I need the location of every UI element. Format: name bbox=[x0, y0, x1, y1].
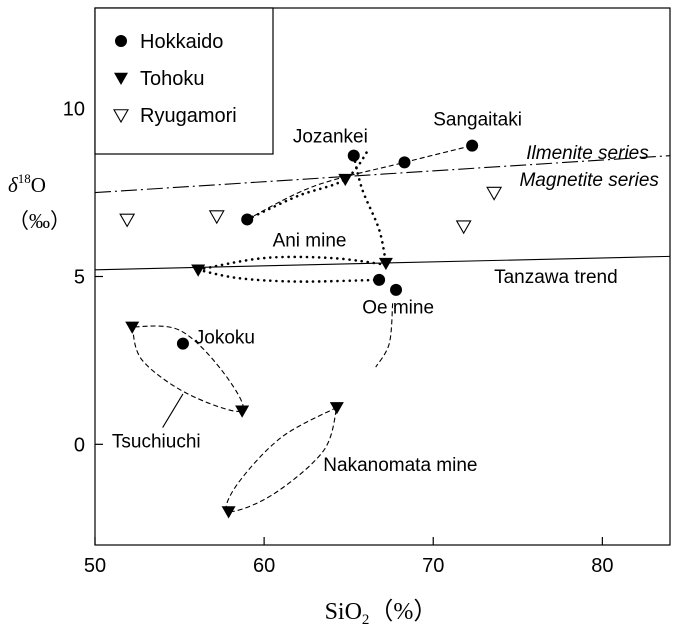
point-tohoku bbox=[125, 321, 140, 334]
legend-label-hokkaido: Hokkaido bbox=[140, 31, 223, 53]
point-tohoku bbox=[235, 405, 250, 418]
leader-line bbox=[162, 393, 184, 428]
dashed-curve bbox=[246, 145, 473, 220]
point-ryugamori bbox=[208, 210, 225, 225]
dashed-curve bbox=[225, 406, 338, 513]
x-tick-label: 70 bbox=[422, 555, 444, 577]
legend-marker-tohoku bbox=[114, 72, 128, 85]
dashed-curve bbox=[375, 303, 394, 368]
point-hokkaido bbox=[241, 213, 254, 226]
annotation-jokoku: Jokoku bbox=[195, 328, 255, 349]
axes-layer: 50 60 70 80 0 5 10 bbox=[63, 99, 614, 577]
annotation-jozankei: Jozankei bbox=[293, 126, 368, 147]
point-ryugamori bbox=[119, 213, 136, 228]
dotted-curve bbox=[196, 268, 381, 283]
annotation-nakanomata-mine: Nakanomata mine bbox=[323, 455, 477, 476]
x-axis-label: SiO2（%） bbox=[325, 599, 438, 628]
dashed-curve bbox=[131, 325, 244, 413]
point-hokkaido bbox=[390, 283, 403, 296]
x-tick-label: 50 bbox=[84, 555, 106, 577]
y-axis-label: δ18O bbox=[8, 171, 46, 197]
annotation-sangaitaki: Sangaitaki bbox=[433, 109, 522, 130]
annotation-oe-mine: Oe mine bbox=[362, 297, 434, 318]
point-hokkaido bbox=[373, 273, 386, 286]
reference-lines-layer bbox=[94, 155, 671, 428]
y-tick-label: 0 bbox=[74, 434, 85, 456]
dotted-curve bbox=[245, 147, 371, 221]
point-hokkaido bbox=[347, 149, 360, 162]
reference-line-ilmenite-series bbox=[94, 155, 671, 194]
curves-layer bbox=[131, 145, 473, 513]
annotations-layer: Sangaitaki Jozankei Ilmenite series Magneti… bbox=[112, 109, 659, 476]
point-tohoku bbox=[338, 173, 353, 187]
dotted-curve bbox=[352, 154, 388, 265]
point-tohoku bbox=[191, 264, 206, 277]
markers-layer bbox=[119, 139, 503, 519]
x-tick-label: 60 bbox=[253, 555, 275, 577]
legend: Hokkaido Tohoku Ryugamori bbox=[94, 7, 274, 155]
point-ryugamori bbox=[455, 220, 472, 235]
y-tick-label: 5 bbox=[74, 267, 85, 289]
point-hokkaido bbox=[398, 156, 411, 169]
point-hokkaido bbox=[176, 337, 189, 350]
point-tohoku bbox=[221, 506, 236, 519]
annotation-tanzawa-trend: Tanzawa trend bbox=[494, 267, 618, 288]
legend-label-tohoku: Tohoku bbox=[140, 68, 205, 90]
annotation-ilmenite-series: Ilmenite series bbox=[526, 143, 649, 164]
point-ryugamori bbox=[486, 186, 503, 201]
y-tick-label: 10 bbox=[63, 99, 85, 121]
annotation-magnetite-series: Magnetite series bbox=[519, 170, 659, 191]
legend-marker-hokkaido bbox=[115, 35, 127, 47]
point-hokkaido bbox=[466, 139, 479, 152]
annotation-ani-mine: Ani mine bbox=[273, 230, 347, 251]
x-tick-label: 80 bbox=[591, 555, 613, 577]
y-axis-unit: （‰） bbox=[8, 209, 71, 233]
point-tohoku bbox=[329, 402, 344, 415]
legend-marker-ryugamori bbox=[113, 109, 129, 124]
annotation-tsuchiuchi: Tsuchiuchi bbox=[112, 432, 201, 453]
point-tohoku bbox=[378, 257, 393, 271]
legend-label-ryugamori: Ryugamori bbox=[140, 105, 237, 127]
legend-box bbox=[94, 7, 274, 155]
dotted-curve bbox=[196, 255, 388, 272]
